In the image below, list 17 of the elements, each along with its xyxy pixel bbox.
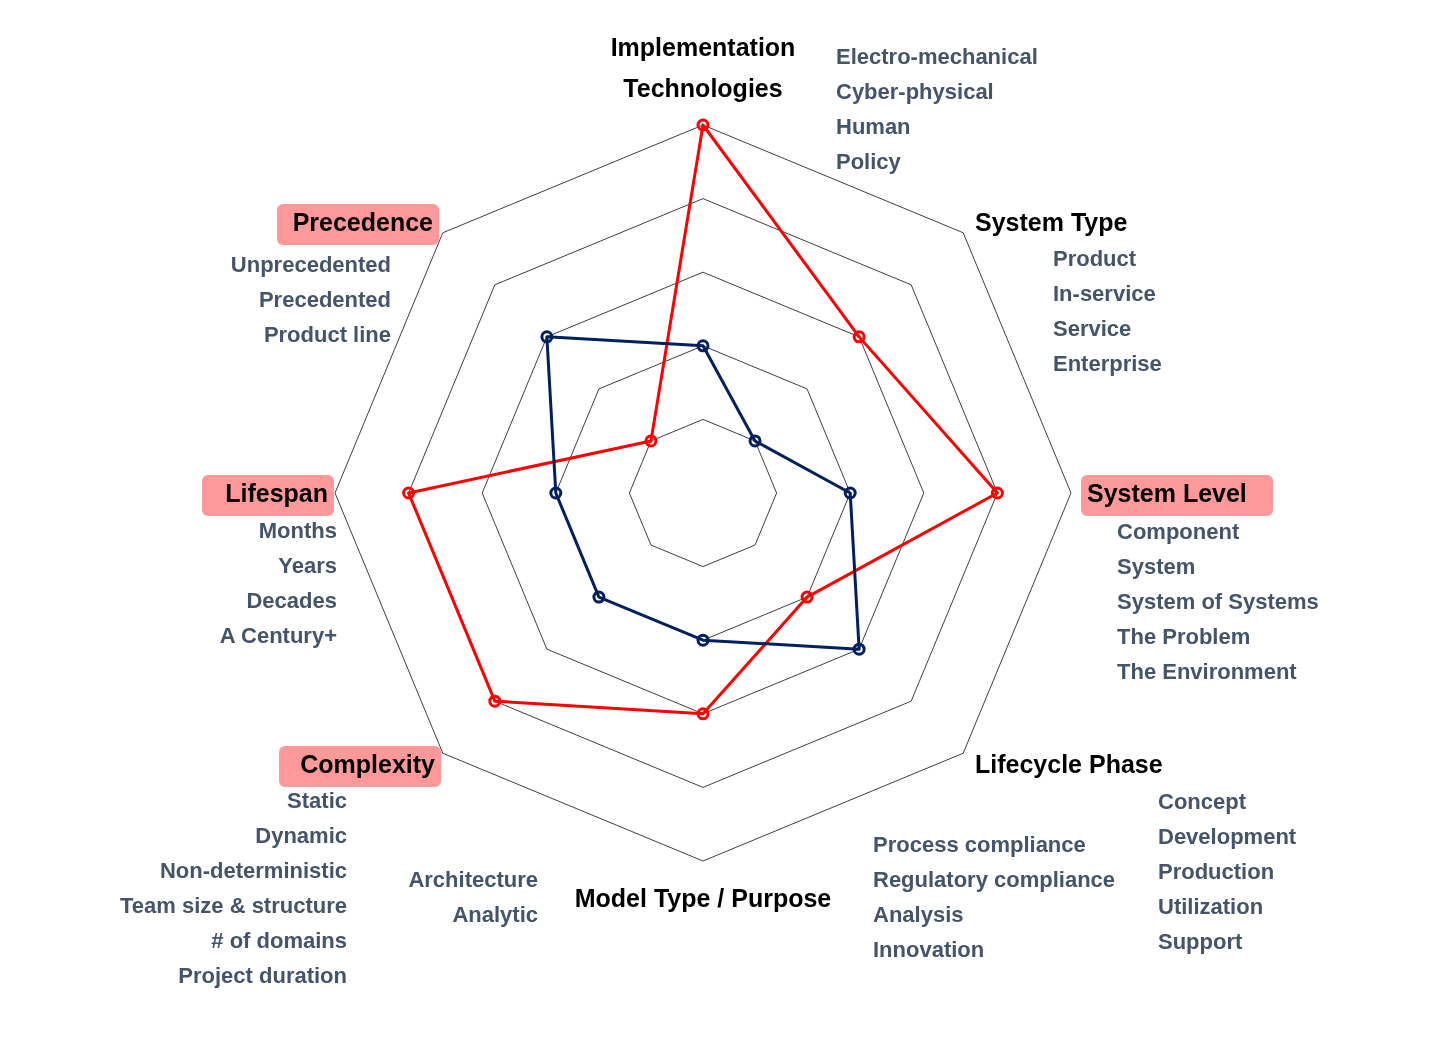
- spoke-label: System Level: [1087, 479, 1247, 507]
- spoke-label: Lifecycle Phase: [975, 750, 1163, 778]
- spoke-label: Lifespan: [225, 479, 328, 507]
- spoke-label: Complexity: [300, 750, 436, 778]
- spoke-label: Precedence: [292, 208, 434, 236]
- text: Unprecedented Precedented Product line: [230, 252, 391, 347]
- spoke-label: System Type: [975, 208, 1128, 236]
- text: Concept Development Production Utilization Support: [1158, 789, 1297, 954]
- text: Process compliance Regulatory compliance Analysis Innovation: [873, 832, 1116, 962]
- text: Static Dynamic Non-deterministic Team size & structure # of domains Project duration: [119, 788, 347, 988]
- text: Product In-service Service Enterprise: [1053, 246, 1162, 376]
- text: Months Years Decades A Century+: [219, 518, 337, 648]
- spoke-label: Model Type / Purpose: [574, 884, 832, 912]
- text: Electro-mechanical Cyber-physical Human Policy: [836, 44, 1038, 174]
- spoke-label: Implementation Technologies: [610, 33, 796, 102]
- text: Architecture Analytic: [408, 867, 538, 927]
- text: Component System System of Systems The Problem The Environment: [1117, 519, 1319, 684]
